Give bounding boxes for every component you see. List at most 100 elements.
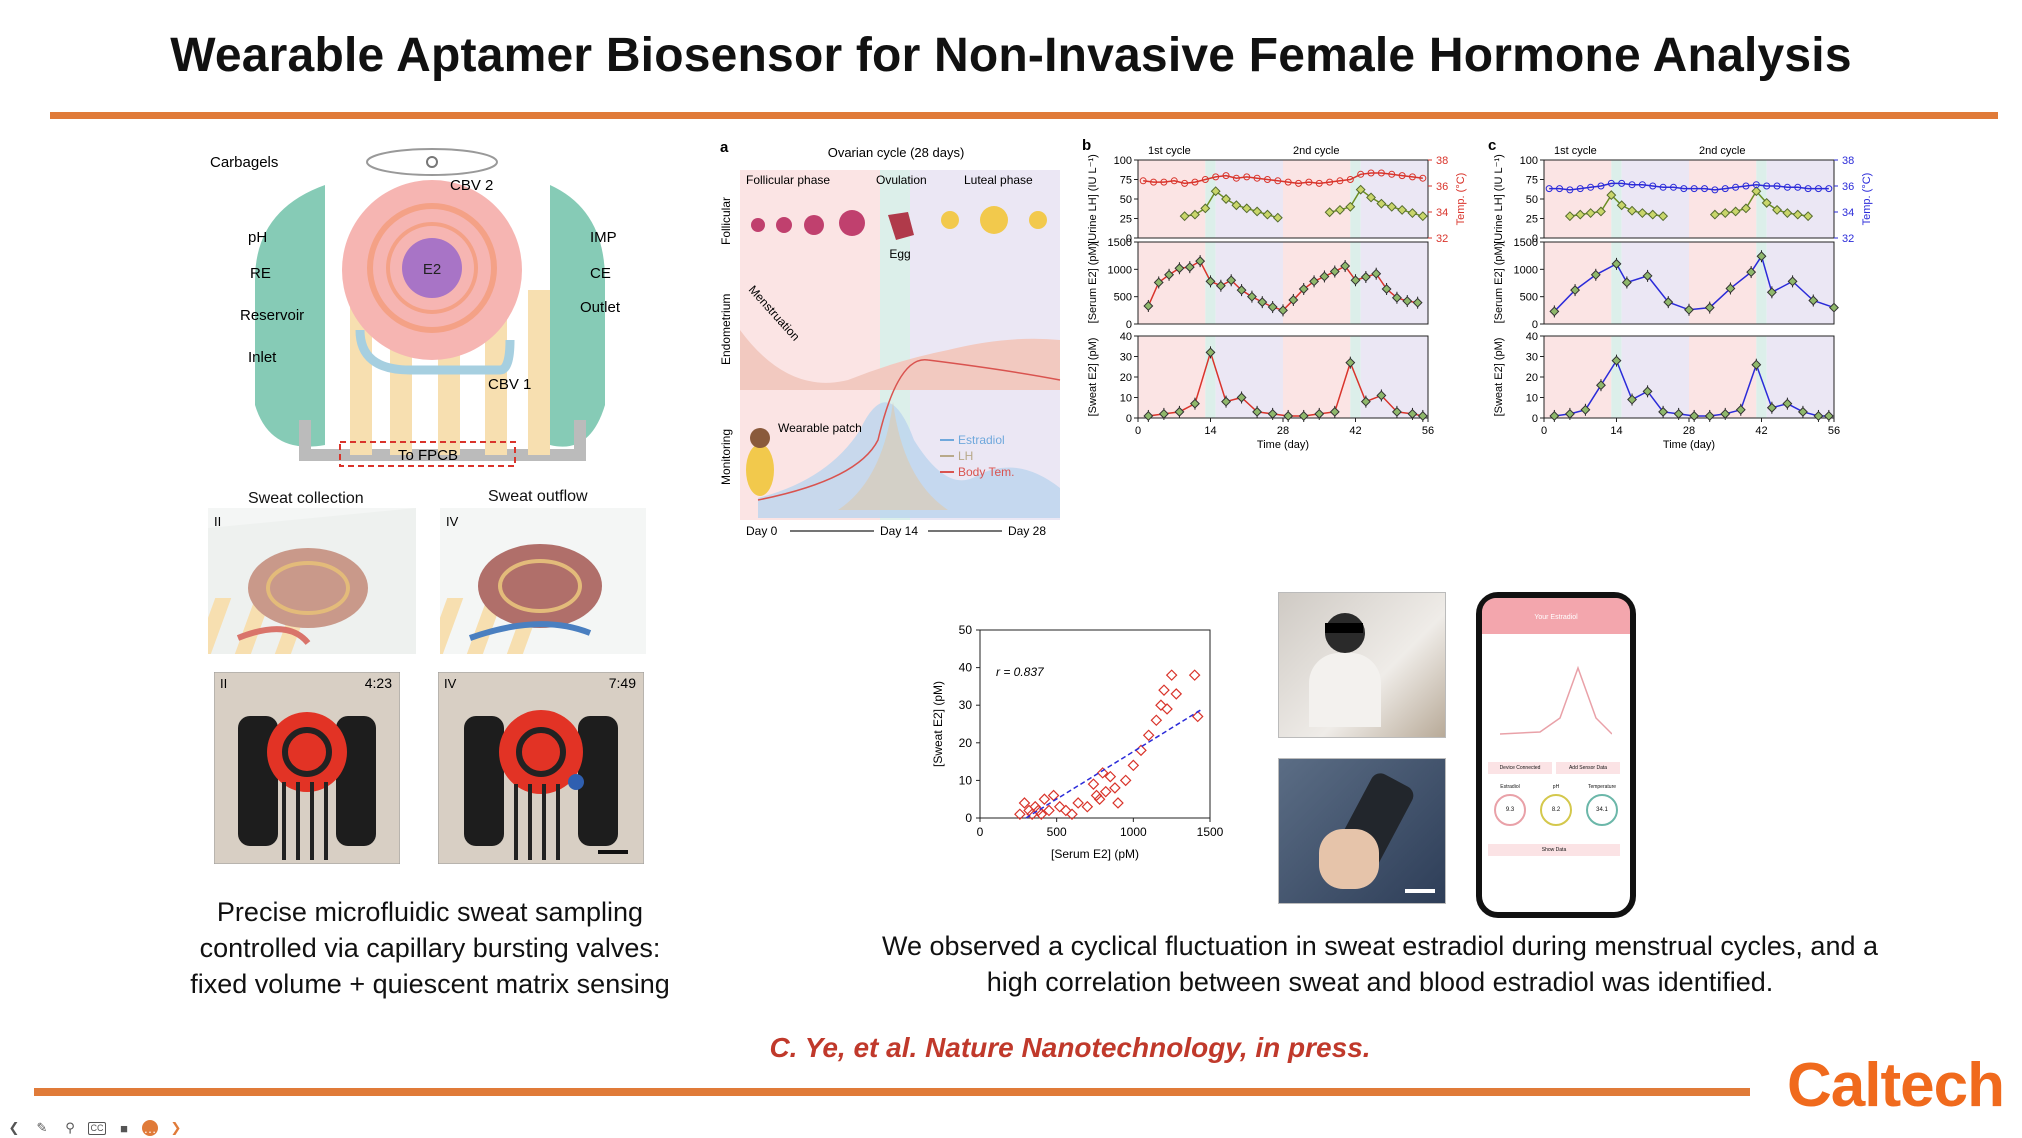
data-point [1232,174,1240,182]
data-point [1566,186,1574,194]
top-divider [50,112,1998,119]
phase-band [1360,336,1428,418]
data-point [1732,183,1740,191]
data-point [1814,185,1822,193]
y-tick-label: 100 [1114,155,1132,167]
data-point [1329,266,1340,277]
pen-icon[interactable]: ✎ [36,1120,48,1135]
data-point [1407,408,1418,419]
forward-icon[interactable]: ❯ [170,1120,182,1135]
y-tick-label: 1000 [1514,264,1538,276]
app-add-sensor-data-button[interactable]: Add Sensor Data [1556,762,1620,774]
phase-ovulation: Ovulation [876,173,927,187]
data-point [1153,277,1164,288]
temp-tick-label: 38 [1436,155,1448,167]
data-point [1402,296,1413,306]
panel-a-title: Ovarian cycle (28 days) [828,145,965,160]
data-point [1642,270,1653,281]
scatter-point [1014,808,1026,821]
data-point [1243,173,1251,181]
camera-icon[interactable]: ■ [120,1120,128,1136]
caption-right: We observed a cyclical fluctuation in sw… [820,928,1940,1000]
app-show-data-button[interactable]: Show Data [1488,844,1620,856]
stage-ii-label: II [214,514,221,529]
data-point [1226,275,1237,286]
data-point [1549,306,1560,317]
data-point [1808,295,1819,306]
data-point [1637,208,1648,218]
caption-left-line-3: fixed volume + quiescent matrix sensing [190,969,670,999]
data-point [1684,304,1694,315]
data-point [1357,170,1365,178]
data-point [1794,183,1802,191]
data-point [1326,178,1334,186]
phase-band [1544,336,1612,418]
y-tick-label: 0 [1126,233,1132,245]
data-point [1823,411,1834,421]
stage-iv-label: IV [446,514,459,529]
scatter-point [1093,793,1106,805]
temp-tick-label: 36 [1842,181,1854,193]
y-tick-label: 50 [1526,194,1538,206]
zoom-icon[interactable]: ⚲ [65,1120,75,1135]
data-point [1388,170,1396,178]
temp-tick-label: 34 [1436,207,1448,219]
app-device-connected-button[interactable]: Device Connected [1488,762,1552,774]
data-point [1419,174,1427,182]
x-tick-label: 42 [1349,425,1361,437]
data-point [1408,173,1416,181]
label-inlet: Inlet [248,349,277,366]
data-point [1763,182,1771,190]
captions-icon[interactable]: CC [88,1121,106,1135]
y-tick-label: 30 [1120,352,1132,364]
scatter-point [1047,789,1060,802]
data-point [1283,411,1294,421]
temp-axis-label: Temp. (°C) [1455,173,1467,226]
phase-band [1756,160,1767,238]
e2-electrode [402,238,462,298]
data-point [1236,392,1247,403]
data-point [1336,177,1344,185]
caption-right-line-1: We observed a cyclical fluctuation in sw… [882,931,1878,961]
data-point [1829,302,1839,313]
data-point [1751,359,1762,370]
phase-band [1766,336,1834,418]
data-point [1190,398,1200,409]
label-re: RE [250,265,271,282]
data-point [1340,261,1351,272]
y-axis-label: [Sweat E2] (pM) [1493,338,1505,417]
data-point [1377,169,1385,177]
person-wearing-patch-photo [1278,592,1446,738]
sweat-outflow-illustration: IV [440,508,646,654]
cycle-label-1: 1st cycle [1148,145,1191,157]
scatter-x-label: [Serum E2] (pM) [1051,847,1139,861]
data-point [1711,186,1719,194]
scatter-point [1066,808,1078,821]
data-point [1284,178,1292,186]
data-point [1787,276,1798,287]
x-axis-label: Time (day) [1257,439,1309,451]
data-point [1628,181,1636,189]
data-point [1721,185,1729,193]
data-point [1241,203,1252,214]
data-point [1709,209,1720,220]
data-point [1367,169,1375,177]
wearable-patch-label: Wearable patch [778,421,862,435]
data-point [1376,198,1387,209]
more-icon[interactable]: … [142,1120,158,1136]
data-point [1658,406,1669,417]
back-icon[interactable]: ❮ [8,1120,20,1135]
y-tick-label: 40 [1120,331,1132,343]
y-tick-label: 0 [1532,233,1538,245]
photo-ii-stage: II [220,676,227,691]
scatter-frame [979,629,1211,819]
temp-tick-label: 36 [1436,181,1448,193]
y-axis-label: [Urine LH] (IU L⁻¹) [1087,154,1099,244]
row-follicular: Follicular [719,197,733,245]
phase-band [1621,160,1689,238]
data-point [1720,408,1731,419]
scatter-point [1096,767,1109,779]
day-28: Day 28 [1008,524,1046,538]
y-tick-label: 100 [1520,155,1538,167]
scatter-point [1155,699,1167,711]
